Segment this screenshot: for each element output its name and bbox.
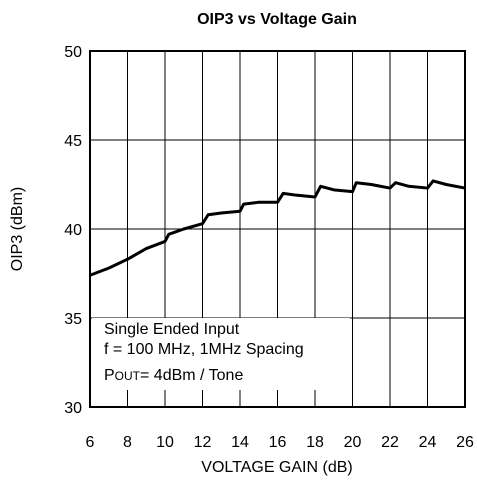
x-tick-label: 12 bbox=[194, 434, 212, 451]
x-tick-label: 18 bbox=[306, 434, 324, 451]
annotation-text: POUT= 4dBm / Tone bbox=[104, 367, 243, 384]
chart-title: OIP3 vs Voltage Gain bbox=[197, 11, 357, 28]
x-tick-label: 8 bbox=[123, 434, 132, 451]
annotation-part: P bbox=[104, 367, 115, 384]
y-tick-label: 30 bbox=[64, 400, 82, 417]
x-tick-label: 24 bbox=[419, 434, 437, 451]
x-tick-label: 22 bbox=[381, 434, 399, 451]
y-tick-label: 40 bbox=[64, 222, 82, 239]
x-tick-label: 26 bbox=[456, 434, 474, 451]
x-tick-label: 6 bbox=[86, 434, 95, 451]
plot-frame bbox=[89, 50, 466, 408]
x-tick-label: 14 bbox=[231, 434, 249, 451]
x-tick-label: 20 bbox=[344, 434, 362, 451]
y-tick-label: 35 bbox=[64, 311, 82, 328]
x-axis-label: VOLTAGE GAIN (dB) bbox=[201, 459, 352, 476]
annotation-text: Single Ended Input bbox=[104, 321, 240, 338]
annotation-part: = 4dBm / Tone bbox=[140, 367, 243, 384]
x-tick-label: 16 bbox=[269, 434, 287, 451]
data-line bbox=[89, 179, 466, 277]
y-tick-label: 45 bbox=[64, 133, 82, 150]
x-tick-label: 10 bbox=[156, 434, 174, 451]
annotation-part: OUT bbox=[115, 369, 141, 383]
y-axis-label: OIP3 (dBm) bbox=[9, 187, 26, 271]
annotation-text: f = 100 MHz, 1MHz Spacing bbox=[104, 341, 304, 358]
annotation-box bbox=[92, 318, 350, 390]
y-tick-label: 50 bbox=[64, 44, 82, 61]
